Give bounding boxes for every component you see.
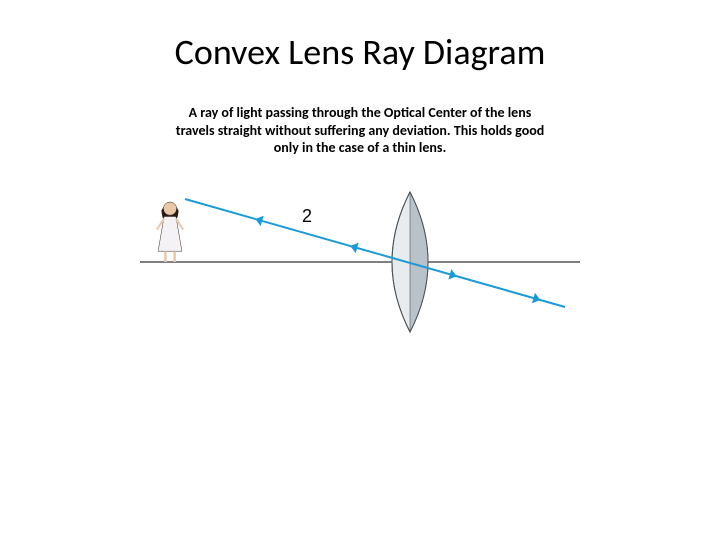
diagram-svg: 2: [130, 167, 590, 337]
description-text: A ray of light passing through the Optic…: [170, 104, 550, 157]
svg-text:2: 2: [302, 206, 312, 226]
slide: Convex Lens Ray Diagram A ray of light p…: [0, 0, 720, 540]
ray-diagram: 2: [130, 167, 590, 337]
page-title: Convex Lens Ray Diagram: [40, 30, 680, 74]
